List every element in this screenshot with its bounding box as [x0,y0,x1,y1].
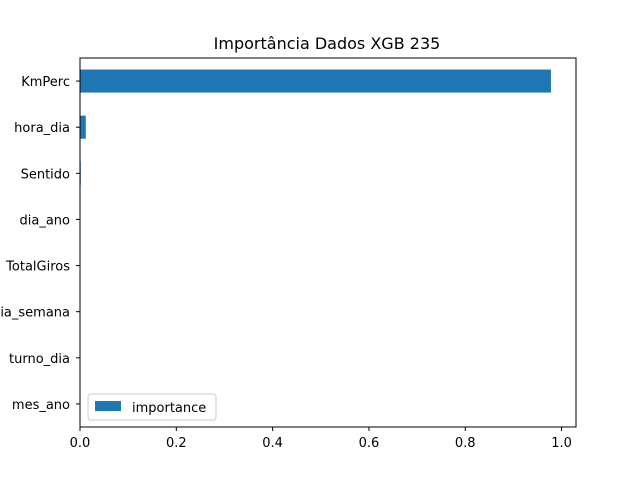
legend-box [87,393,217,421]
legend-swatch [95,401,121,411]
x-tick-label: 0.4 [262,436,283,451]
x-axis: 0.0 0.2 0.4 0.6 0.8 1.0 [70,427,572,451]
x-tick-label: 1.0 [551,436,572,451]
bar-KmPerc [80,69,551,93]
chart-title: Importância Dados XGB 235 [214,34,441,53]
plot-frame [79,57,577,428]
x-tick-label: 0.8 [455,436,476,451]
y-tick-label: Sentido [21,167,70,182]
y-tick-label: hora_dia [14,121,70,136]
y-tick-label: mes_ano [12,398,70,413]
y-tick-label: dia_ano [20,213,71,228]
y-tick-label: TotalGiros [5,260,70,275]
y-tick-label: dia_semana [0,306,70,321]
legend-label: importance [132,401,206,416]
x-tick-label: 0.0 [70,436,91,451]
x-tick-label: 0.6 [359,436,380,451]
legend: importance [87,393,217,421]
bars-layer [80,69,551,416]
bar-hora_dia [80,115,86,139]
x-tick-label: 0.2 [166,436,187,451]
y-axis: KmPerc hora_dia Sentido dia_ano TotalGiros di… [0,75,80,413]
y-tick-label: turno_dia [9,352,70,367]
y-tick-label: KmPerc [21,75,70,90]
